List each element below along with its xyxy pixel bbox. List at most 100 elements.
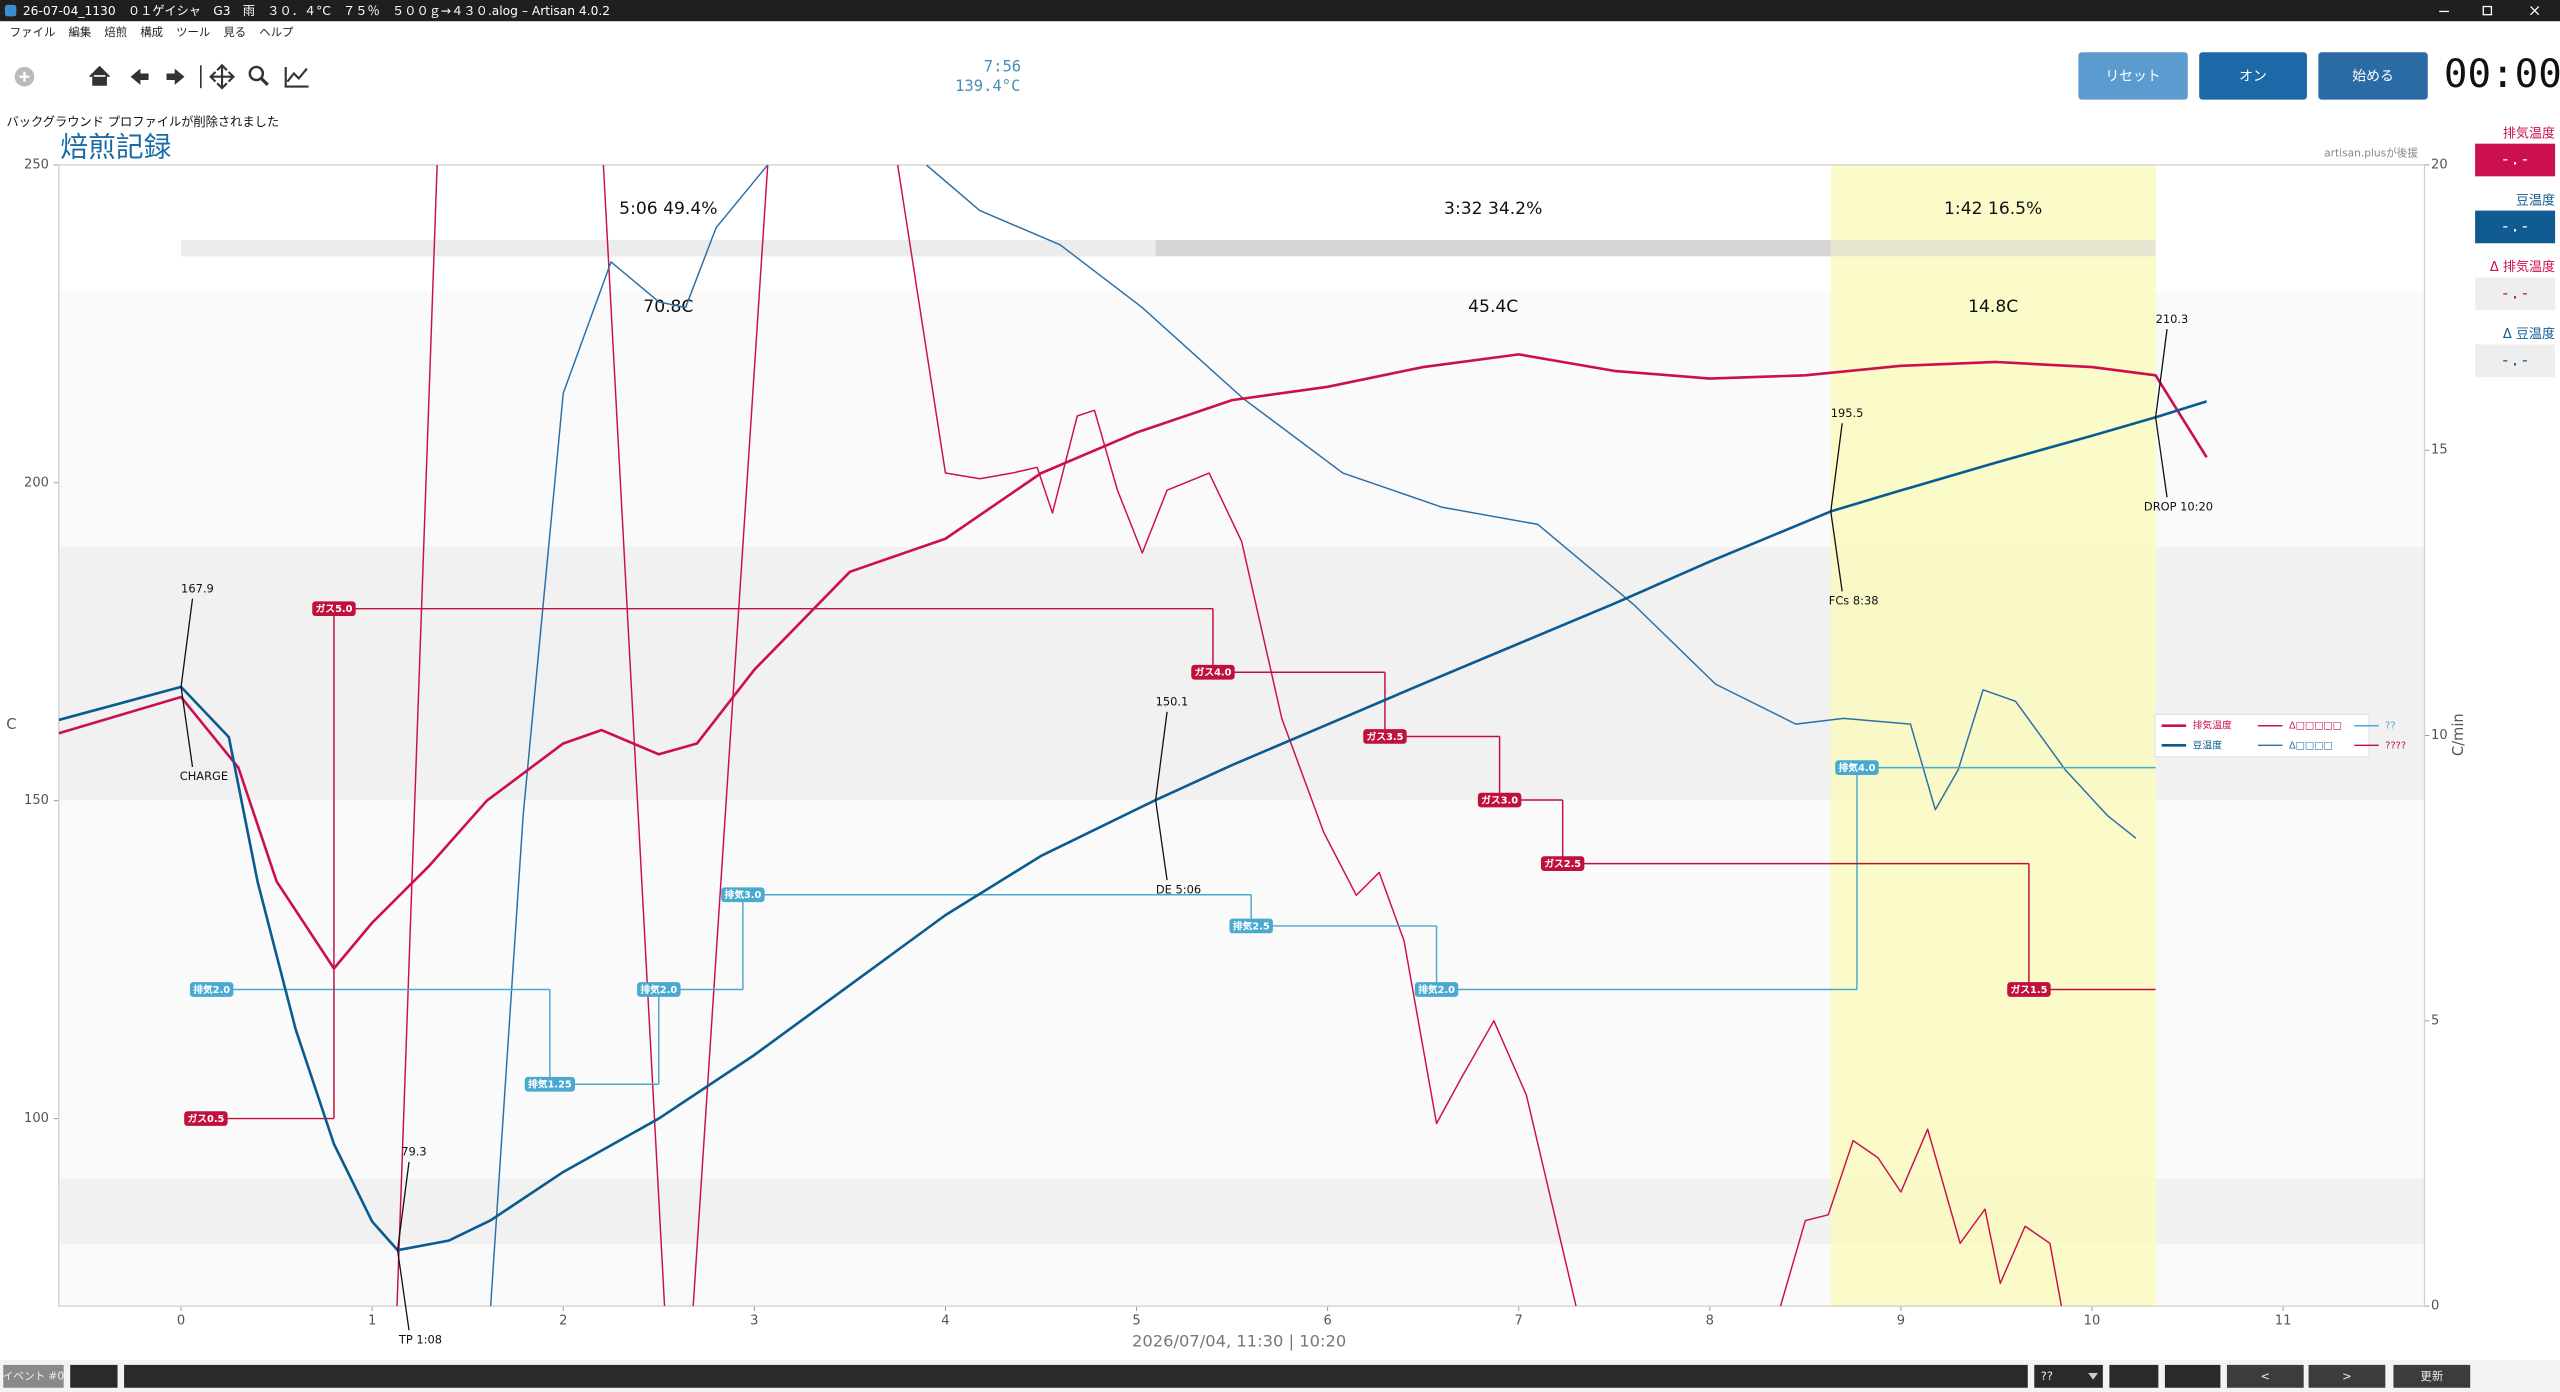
event-type-field[interactable]: [70, 1364, 118, 1388]
menu-item[interactable]: ツール: [176, 25, 210, 39]
back-button[interactable]: [130, 68, 149, 85]
on-label: オン: [2239, 69, 2267, 85]
phase-bar: [1155, 240, 1831, 257]
annotation-leader: [1154, 799, 1168, 881]
combo-arrow: [2088, 1373, 2098, 1380]
event-label: 排気3.0: [724, 888, 761, 901]
event-counter: [3, 1364, 64, 1388]
y2-tick-label: 0: [2431, 1299, 2439, 1314]
lcd-box: [2475, 277, 2556, 311]
menu-item[interactable]: 構成: [140, 25, 163, 39]
menu-bar: ファイル 編集 焙煎 構成 ツール 見る ヘルプ: [10, 25, 294, 39]
series-line: [58, 353, 2208, 970]
event-label: ガス5.0: [316, 602, 353, 615]
y-tick-label: 100: [24, 1111, 49, 1126]
x-tick-label: 10: [2084, 1313, 2101, 1328]
zoom-button[interactable]: [248, 65, 265, 82]
lcd-value: -.-: [2500, 283, 2529, 302]
event-marker[interactable]: [1229, 918, 1273, 934]
menu-item[interactable]: 見る: [223, 25, 246, 39]
y-tick-label: 150: [24, 793, 49, 808]
x-tick-label: 1: [368, 1313, 376, 1328]
y-tick-label: 250: [24, 157, 49, 172]
annotation-leader: [1830, 423, 1843, 512]
x-axis-label: 2026/07/04, 11:30 | 10:20: [1132, 1332, 1346, 1351]
menu-item[interactable]: 焙煎: [104, 25, 127, 39]
x-tick-label: 0: [177, 1313, 185, 1328]
x-tick-label: 8: [1706, 1313, 1714, 1328]
annotation-leader: [1830, 511, 1843, 592]
event-marker[interactable]: [721, 887, 765, 903]
event-marker[interactable]: [1414, 982, 1459, 997]
y-axis-label: C: [6, 716, 16, 733]
chart-button[interactable]: [284, 66, 309, 88]
menu-item[interactable]: 編集: [68, 25, 91, 39]
annotation-leader: [180, 598, 194, 687]
y2-axis-label: C/min: [2450, 713, 2467, 756]
event-label: ガス4.0: [1195, 666, 1232, 679]
prev-button[interactable]: [2226, 1364, 2304, 1388]
update-label: 更新: [2420, 1369, 2443, 1383]
plot-area: [58, 164, 2208, 1307]
app-icon: [4, 4, 17, 17]
event-marker[interactable]: [1191, 664, 1235, 680]
event-label: ガス3.0: [1481, 794, 1518, 807]
y-tick-label: 200: [24, 475, 49, 490]
reset-label: リセット: [2105, 69, 2160, 85]
y2-tick-label: 10: [2431, 728, 2448, 743]
next-button[interactable]: [2308, 1364, 2386, 1388]
event-value-field[interactable]: [2109, 1364, 2159, 1388]
event-marker[interactable]: [1363, 729, 1407, 744]
update-button[interactable]: [2393, 1364, 2471, 1388]
event-combo[interactable]: [2034, 1364, 2103, 1388]
event-marker[interactable]: [2007, 982, 2051, 997]
maximize-button[interactable]: [2482, 5, 2493, 16]
x-tick-label: 7: [1515, 1313, 1523, 1328]
annotation-leader: [2154, 329, 2168, 418]
status-message: バックグラウンド プロファイルが削除されました: [7, 114, 280, 129]
annotation-leader: [396, 1250, 410, 1331]
lcd-value: -.-: [2500, 150, 2529, 169]
pan-button[interactable]: [209, 63, 235, 90]
lcd-panel: 排気温度 -.- 豆温度 -.- Δ 排気温度 -.- Δ 豆温度 -.-: [2475, 125, 2556, 378]
on-button[interactable]: [2199, 52, 2307, 100]
menu-item[interactable]: ヘルプ: [259, 25, 294, 39]
lcd-box: [2475, 344, 2556, 378]
window-title: 26-07-04_1130 ０１ゲイシャ G3 雨 ３０．４°C ７５％ ５００…: [23, 4, 610, 18]
lcd-label: 豆温度: [2516, 192, 2555, 208]
menu-item[interactable]: ファイル: [10, 25, 56, 39]
event-marker[interactable]: [637, 982, 681, 997]
x-tick-label: 4: [941, 1313, 949, 1328]
event-marker[interactable]: [184, 1111, 228, 1126]
close-button[interactable]: [2530, 6, 2540, 16]
forward-button[interactable]: [166, 68, 185, 85]
legend-label: ????: [2385, 740, 2406, 751]
zoom-handle: [260, 77, 269, 87]
sponsor-label: artisan.plusが後援: [2324, 146, 2418, 159]
event-marker[interactable]: [524, 1076, 575, 1092]
event-label: 排気2.5: [1233, 919, 1270, 932]
annotation-value: 167.9: [181, 581, 214, 595]
event-marker[interactable]: [312, 601, 356, 617]
annotation-value: 79.3: [401, 1145, 426, 1159]
event-label: ガス2.5: [1544, 857, 1581, 870]
reset-button[interactable]: [2078, 52, 2188, 100]
home-button[interactable]: [89, 65, 110, 86]
annotation-value: 195.5: [1831, 406, 1864, 420]
event-marker[interactable]: [1835, 760, 1879, 775]
event-marker[interactable]: [1477, 792, 1522, 808]
event-marker[interactable]: [189, 982, 234, 997]
y2-tick-label: 5: [2431, 1013, 2439, 1028]
event-spinbox[interactable]: [2164, 1364, 2221, 1388]
prev-label: <: [2261, 1369, 2271, 1383]
roast-timer: 7:56: [984, 57, 1021, 75]
legend-label: ??: [2385, 721, 2395, 732]
development-band: [1830, 164, 2156, 1307]
annotation-leader: [2154, 417, 2168, 498]
start-button[interactable]: [2318, 52, 2428, 100]
event-marker[interactable]: [1540, 856, 1585, 871]
event-description-field[interactable]: [124, 1364, 2028, 1388]
annotation-label: FCs 8:38: [1829, 594, 1879, 608]
